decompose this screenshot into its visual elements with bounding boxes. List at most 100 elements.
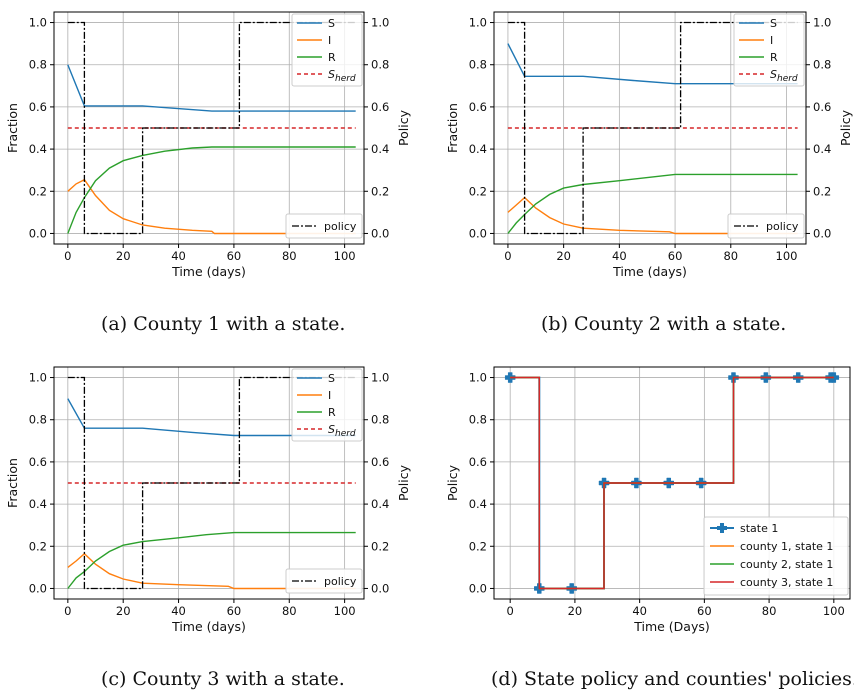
- plot-frame: [53, 366, 365, 600]
- caption-c: (c) County 3 with a state.: [101, 668, 345, 690]
- x-tick-label: 80: [723, 249, 738, 263]
- y2-tick-label: 0.8: [371, 58, 389, 72]
- x-tick-label: 0: [507, 604, 514, 618]
- x-axis-label: Time (days): [612, 264, 687, 279]
- x-tick-label: 40: [171, 604, 186, 618]
- y-tick-label: 0.4: [29, 142, 47, 156]
- y2-tick-label: 0.0: [813, 226, 831, 240]
- legend-box-bottom: [727, 213, 805, 239]
- legend-label: R: [328, 51, 336, 64]
- legend-box-bottom: [285, 568, 363, 594]
- plot-frame: [493, 366, 851, 600]
- legend-label: I: [328, 34, 331, 47]
- series-policy: [67, 21, 356, 235]
- series-i: [507, 196, 798, 235]
- y2-tick-label: 1.0: [371, 16, 389, 30]
- legend-label: county 2, state 1: [740, 558, 833, 571]
- series-s: [67, 398, 356, 437]
- y-tick-label: 0.6: [29, 100, 47, 114]
- legend-label-s-herd: Sherd: [770, 68, 798, 84]
- series-r: [67, 146, 356, 234]
- y-axis-label: Policy: [445, 464, 460, 501]
- x-tick-label: 60: [697, 604, 712, 618]
- y-tick-label: 0.0: [469, 581, 487, 595]
- y2-tick-label: 0.2: [371, 184, 389, 198]
- y2-tick-label: 0.4: [371, 142, 389, 156]
- y2-tick-label: 0.8: [371, 413, 389, 427]
- x-axis-label: Time (days): [171, 619, 246, 634]
- legend-label: S: [328, 17, 335, 30]
- y2-tick-label: 1.0: [813, 16, 831, 30]
- y2-axis-label: Policy: [838, 109, 853, 146]
- plot-frame: [53, 11, 365, 245]
- legend-label-policy: policy: [324, 220, 357, 233]
- series-policy: [67, 376, 356, 590]
- y-axis-label: Fraction: [5, 458, 20, 508]
- x-axis-label: Time (days): [171, 264, 246, 279]
- y-tick-label: 0.2: [469, 539, 487, 553]
- y-tick-label: 0.0: [29, 226, 47, 240]
- y-tick-label: 0.2: [469, 184, 487, 198]
- y2-tick-label: 0.4: [813, 142, 831, 156]
- y-axis-label: Fraction: [5, 103, 20, 153]
- y-tick-label: 0.8: [29, 58, 47, 72]
- y2-tick-label: 0.8: [813, 58, 831, 72]
- y2-tick-label: 0.0: [371, 581, 389, 595]
- y-tick-label: 0.4: [469, 142, 487, 156]
- chart-county-3-svg: 0 20 40 60 80 100 0.0 0.0 0.2 0.2 0.4 0.4 0.6 0.6 0.8 0…: [5, 366, 411, 634]
- legend-label-policy: policy: [324, 575, 357, 588]
- x-tick-label: 60: [227, 249, 242, 263]
- legend-label-s-herd: Sherd: [328, 423, 356, 439]
- x-tick-label: 100: [823, 604, 845, 618]
- y-tick-label: 0.6: [29, 455, 47, 469]
- y-tick-label: 0.6: [469, 100, 487, 114]
- y-tick-label: 0.4: [469, 497, 487, 511]
- x-tick-label: 0: [64, 604, 71, 618]
- y-tick-label: 0.0: [469, 226, 487, 240]
- legend-box: [703, 516, 849, 596]
- legend-box-top: [733, 13, 805, 87]
- y2-tick-label: 0.2: [371, 539, 389, 553]
- series-county-3-state-1: [510, 376, 834, 590]
- y-tick-label: 0.2: [29, 539, 47, 553]
- caption-b: (b) County 2 with a state.: [541, 313, 787, 335]
- x-tick-label: 20: [568, 604, 583, 618]
- legend-label: county 1, state 1: [740, 540, 833, 553]
- x-tick-label: 80: [762, 604, 777, 618]
- series-s: [67, 64, 356, 112]
- chart-county-3: 0 20 40 60 80 100 0.0 0.0 0.2 0.2 0.4 0.4 0.6 0.6 0.8 0…: [0, 355, 430, 655]
- x-tick-label: 20: [116, 249, 131, 263]
- legend-marker: [717, 523, 727, 533]
- marker-state-1: [504, 372, 516, 383]
- x-axis-label: Time (Days): [633, 619, 710, 634]
- y2-tick-label: 0.0: [371, 226, 389, 240]
- y-tick-label: 1.0: [29, 16, 47, 30]
- legend-label: county 3, state 1: [740, 576, 833, 589]
- y-tick-label: 0.8: [29, 413, 47, 427]
- y2-axis-label: Policy: [396, 109, 411, 146]
- chart-county-1-svg: 0 20 40 60 80 100 0.0 0.0 0.2 0.2 0.4 0.4 0.6 0.6 0.8 0…: [5, 11, 411, 279]
- x-tick-label: 60: [227, 604, 242, 618]
- chart-state-policy-svg: 0 20 40 60 80 100 0.0 0.2 0.4 0.6 0.8 1.0 Time (Days…: [445, 366, 851, 634]
- marker-state-1: [828, 372, 840, 383]
- x-tick-label: 100: [776, 249, 798, 263]
- legend-label-policy: policy: [766, 220, 799, 233]
- plot-frame: [493, 11, 807, 245]
- x-tick-label: 100: [334, 249, 356, 263]
- y-tick-label: 0.0: [29, 581, 47, 595]
- series-i: [67, 178, 356, 235]
- y2-tick-label: 0.6: [371, 100, 389, 114]
- x-tick-label: 60: [668, 249, 683, 263]
- y2-axis-label: Policy: [396, 464, 411, 501]
- y-tick-label: 0.4: [29, 497, 47, 511]
- y-axis-label: Fraction: [445, 103, 460, 153]
- chart-state-policy: 0 20 40 60 80 100 0.0 0.2 0.4 0.6 0.8 1.0 Time (Days…: [430, 355, 854, 655]
- y2-tick-label: 0.2: [813, 184, 831, 198]
- legend-label: S: [770, 17, 777, 30]
- x-tick-label: 80: [282, 604, 297, 618]
- legend-label: I: [770, 34, 773, 47]
- legend-label: R: [770, 51, 778, 64]
- legend-label-s-herd: Sherd: [328, 68, 356, 84]
- y2-tick-label: 1.0: [371, 371, 389, 385]
- x-tick-label: 0: [64, 249, 71, 263]
